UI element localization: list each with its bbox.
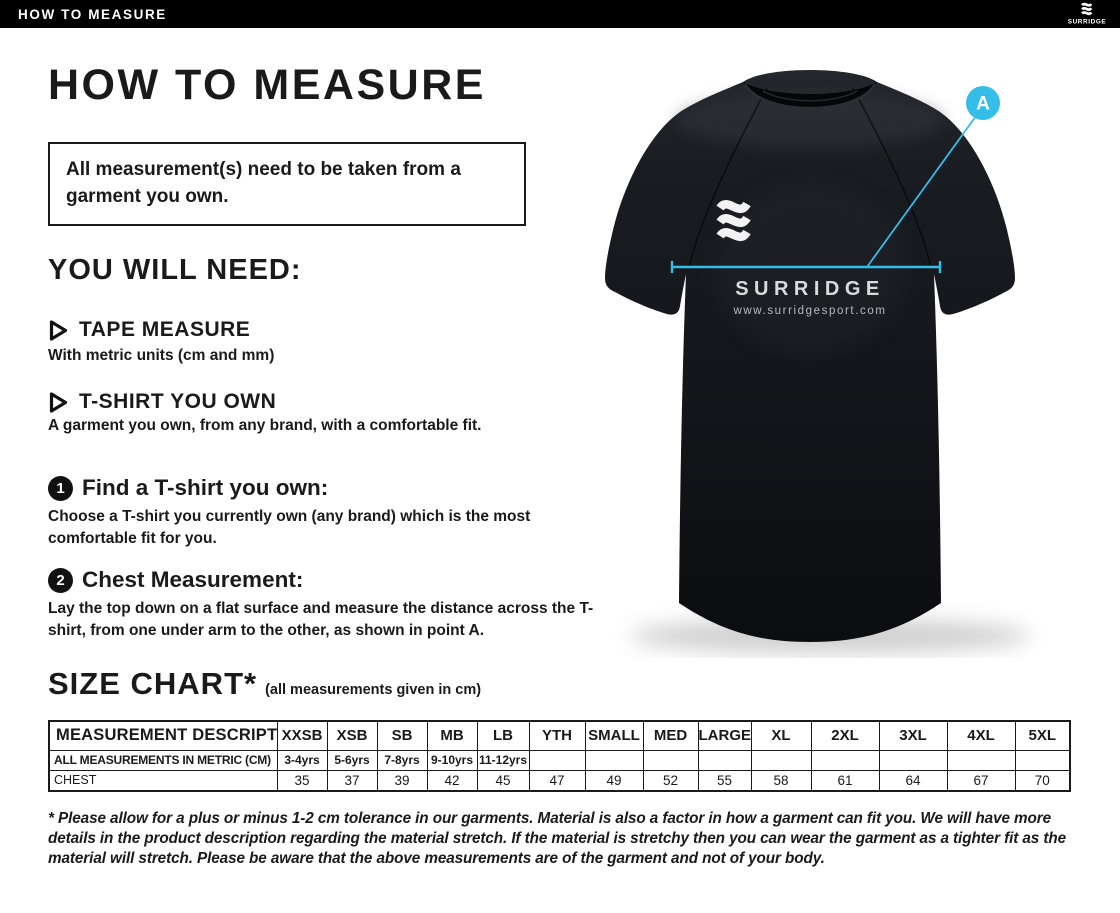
age-range-cell: 9-10yrs: [426, 749, 478, 771]
measurement-description-header: MEASUREMENT DESCRIPTION: [48, 720, 278, 751]
chest-measure-line: [670, 261, 942, 273]
step-2-description: Lay the top down on a flat surface and m…: [48, 600, 594, 640]
collar-inner-line: [762, 90, 858, 102]
size-column-header: SMALL: [584, 720, 644, 751]
svg-text:A: A: [976, 94, 990, 115]
collar-rim: [743, 83, 877, 110]
point-a-leader-line: [866, 115, 977, 268]
svg-text:SURRIDGE: SURRIDGE: [1068, 19, 1107, 26]
step-2-header: 2 Chest Measurement:: [48, 567, 303, 593]
age-range-cell: [584, 749, 644, 771]
age-range-cell: [750, 749, 812, 771]
tshirt-body: [605, 70, 1015, 642]
tolerance-footnote: * Please allow for a plus or minus 1-2 c…: [48, 810, 1066, 867]
measurement-note-box: All measurement(s) need to be taken from…: [48, 142, 526, 226]
point-a-marker: A: [966, 86, 1000, 120]
chest-value-cell: 58: [750, 769, 812, 792]
title-bar-text: HOW TO MEASURE: [18, 6, 167, 22]
shirt-url-text: www.surridgesport.com: [732, 305, 886, 317]
size-column-header: XXSB: [276, 720, 328, 751]
size-column-header: MED: [642, 720, 699, 751]
age-range-cell: [697, 749, 752, 771]
age-range-cell: [810, 749, 880, 771]
need-item-label: T-SHIRT YOU OWN: [79, 390, 277, 413]
size-column-header: XSB: [326, 720, 378, 751]
age-range-cell: [642, 749, 699, 771]
shirt-brand-text: SURRIDGE: [735, 278, 885, 300]
size-column-header: 3XL: [878, 720, 948, 751]
chest-value-cell: 39: [376, 769, 428, 792]
age-range-cell: [878, 749, 948, 771]
table-row: ALL MEASUREMENTS IN METRIC (CM) 3-4yrs 5-6…: [48, 749, 1071, 771]
size-column-header: 5XL: [1014, 720, 1071, 751]
table-row: MEASUREMENT DESCRIPTIONXXSBXSBSBMBLBYTHS…: [48, 720, 1071, 751]
need-item-tape-measure: TAPE MEASURE: [48, 318, 250, 342]
table-row: CHEST 35 37 39 42 45 47 49 52 55 58 61 64 67 70: [48, 769, 1071, 792]
size-column-header: LARGE: [697, 720, 752, 751]
chest-value-cell: 37: [326, 769, 378, 792]
step-1-header: 1 Find a T-shirt you own:: [48, 475, 328, 501]
surridge-s-logo-icon: [716, 200, 751, 242]
collar-opening: [743, 82, 877, 109]
tshirt-measure-figure: A SURRIDGE www.surridgesport.com: [605, 70, 1030, 654]
age-range-cell: 3-4yrs: [276, 749, 328, 771]
step-1-description: Choose a T-shirt you currently own (any …: [48, 508, 531, 548]
step-title: Find a T-shirt you own:: [82, 475, 329, 500]
age-range-cell: [1014, 749, 1071, 771]
size-column-header: LB: [476, 720, 530, 751]
age-range-cell: 7-8yrs: [376, 749, 428, 771]
raglan-seam-right: [852, 87, 932, 269]
age-range-cell: 5-6yrs: [326, 749, 378, 771]
need-item-description: With metric units (cm and mm): [48, 347, 275, 364]
need-item-label: TAPE MEASURE: [79, 318, 251, 341]
chest-value-cell: 49: [584, 769, 644, 792]
surridge-logo-icon: SURRIDGE: [1064, 1, 1110, 27]
step-number-badge: 1: [48, 475, 73, 501]
chest-row-label: CHEST: [48, 769, 278, 792]
size-chart-table: MEASUREMENT DESCRIPTIONXXSBXSBSBMBLBYTHS…: [48, 720, 1071, 792]
size-chart-heading: SIZE CHART* (all measurements given in c…: [48, 666, 481, 702]
chest-value-cell: 70: [1014, 769, 1071, 792]
chest-value-cell: 64: [878, 769, 948, 792]
size-column-header: XL: [750, 720, 812, 751]
chest-value-cell: 61: [810, 769, 880, 792]
triangle-bullet-icon: [49, 391, 68, 413]
size-column-header: SB: [376, 720, 428, 751]
raglan-seam-left: [688, 87, 768, 269]
chest-value-cell: 52: [642, 769, 699, 792]
chest-value-cell: 67: [946, 769, 1016, 792]
step-number-badge: 2: [48, 567, 73, 593]
step-title: Chest Measurement:: [82, 567, 304, 592]
chest-value-cell: 55: [697, 769, 752, 792]
need-item-description: A garment you own, from any brand, with …: [48, 417, 482, 434]
size-column-header: 2XL: [810, 720, 880, 751]
need-item-tshirt: T-SHIRT YOU OWN: [48, 390, 276, 414]
title-bar: HOW TO MEASURE SURRIDGE: [0, 0, 1120, 28]
chest-value-cell: 47: [528, 769, 586, 792]
triangle-bullet-icon: [49, 319, 68, 341]
size-column-header: 4XL: [946, 720, 1016, 751]
age-range-cell: [946, 749, 1016, 771]
age-range-cell: 11-12yrs: [476, 749, 530, 771]
chest-value-cell: 42: [426, 769, 478, 792]
you-will-need-heading: YOU WILL NEED:: [48, 254, 302, 286]
chest-value-cell: 45: [476, 769, 530, 792]
size-chart-title: SIZE CHART*: [48, 666, 258, 701]
chest-value-cell: 35: [276, 769, 328, 792]
size-chart-subtitle: (all measurements given in cm): [265, 682, 482, 698]
size-column-header: MB: [426, 720, 478, 751]
size-column-header: YTH: [528, 720, 586, 751]
page-title: HOW TO MEASURE: [48, 61, 486, 109]
age-range-cell: [528, 749, 586, 771]
metric-row-label: ALL MEASUREMENTS IN METRIC (CM): [48, 749, 278, 771]
